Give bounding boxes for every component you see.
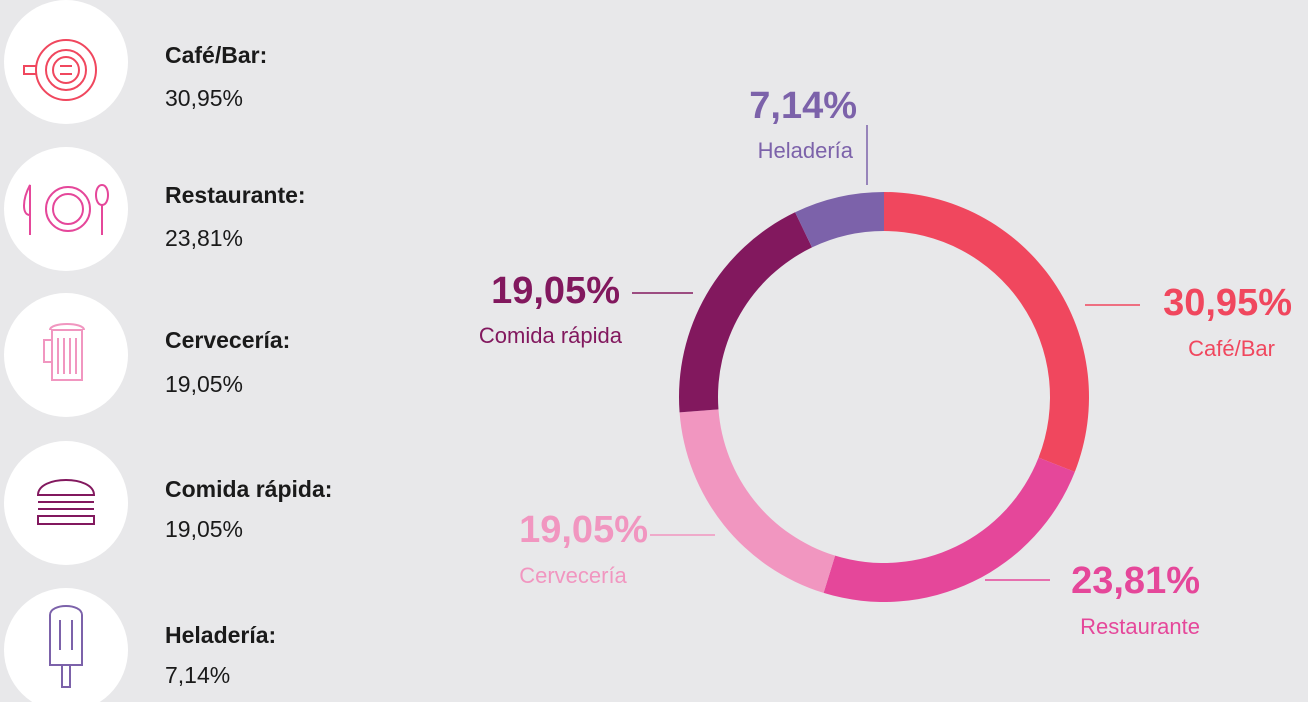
legend-value: 19,05% [165, 371, 243, 397]
icon-circle [4, 588, 128, 702]
category-label: Cervecería [519, 563, 627, 588]
value-label: 30,95% [1163, 282, 1292, 324]
legend-label: Café/Bar: [165, 42, 267, 68]
value-label: 19,05% [519, 509, 648, 551]
icon-circle [4, 0, 128, 124]
legend-label: Restaurante: [165, 182, 306, 208]
legend-value: 7,14% [165, 662, 230, 688]
donut-segment [884, 192, 1089, 472]
plate-icon [23, 183, 109, 235]
icon-circle [4, 293, 128, 417]
donut-segment [679, 409, 836, 593]
legend-label: Cervecería: [165, 327, 290, 353]
burger-icon [36, 479, 96, 525]
legend-value: 23,81% [165, 225, 243, 251]
category-label: Café/Bar [1188, 336, 1275, 361]
category-label: Restaurante [1080, 614, 1200, 639]
category-label: Heladería [758, 138, 854, 163]
donut-segment [795, 192, 884, 248]
icons [4, 0, 128, 702]
legend-label: Comida rápida: [165, 476, 332, 502]
popsicle-icon [49, 605, 83, 688]
donut-segment [823, 457, 1075, 602]
cup-icon [23, 39, 97, 101]
icon-circle [4, 147, 128, 271]
legend-label: Heladería: [165, 622, 276, 648]
legend-value: 30,95% [165, 85, 243, 111]
value-label: 23,81% [1071, 560, 1200, 602]
donut-segment [679, 212, 813, 413]
value-label: 7,14% [749, 85, 857, 127]
beer-icon [43, 323, 85, 381]
value-label: 19,05% [491, 270, 620, 312]
category-label: Comida rápida [479, 323, 623, 348]
legend-value: 19,05% [165, 516, 243, 542]
